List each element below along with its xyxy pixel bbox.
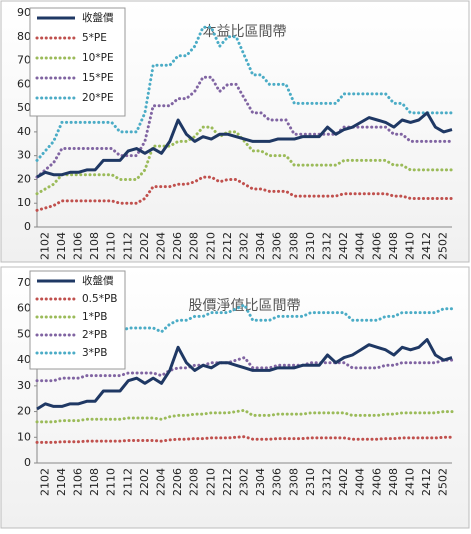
x-tick-label: 2202 bbox=[138, 232, 151, 260]
x-tick-label: 2308 bbox=[287, 232, 300, 260]
legend-label: 5*PE bbox=[82, 32, 107, 44]
x-tick-label: 2408 bbox=[387, 232, 400, 260]
y-tick-label: 80 bbox=[17, 30, 31, 43]
y-tick-label: 0 bbox=[24, 220, 31, 233]
x-tick-label: 2306 bbox=[271, 232, 284, 260]
y-tick-label: 60 bbox=[17, 77, 31, 90]
legend-label: 20*PE bbox=[82, 92, 114, 104]
x-tick-label: 2406 bbox=[370, 468, 383, 496]
x-tick-label: 2208 bbox=[188, 468, 201, 496]
x-tick-label: 2112 bbox=[121, 468, 134, 496]
x-tick-label: 2206 bbox=[171, 232, 184, 260]
y-tick-label: 50 bbox=[17, 101, 31, 114]
x-tick-label: 2102 bbox=[38, 232, 51, 260]
y-tick-label: 70 bbox=[17, 276, 31, 289]
chart-title: 本益比區間帶 bbox=[203, 24, 287, 40]
y-tick-label: 0 bbox=[24, 456, 31, 469]
x-tick-label: 2402 bbox=[337, 468, 350, 496]
x-tick-label: 2408 bbox=[387, 468, 400, 496]
x-tick-label: 2206 bbox=[171, 468, 184, 496]
x-tick-label: 2208 bbox=[188, 232, 201, 260]
x-tick-label: 2204 bbox=[155, 468, 168, 496]
x-tick-label: 2104 bbox=[55, 468, 68, 496]
y-tick-label: 90 bbox=[17, 6, 31, 19]
series-line bbox=[35, 435, 454, 444]
chart-title: 股價淨值比區間帶 bbox=[189, 297, 301, 314]
y-tick-label: 50 bbox=[17, 327, 31, 340]
x-tick-label: 2410 bbox=[404, 468, 417, 496]
x-tick-label: 2204 bbox=[155, 232, 168, 260]
x-tick-label: 2404 bbox=[354, 468, 367, 496]
series-line bbox=[36, 111, 453, 179]
legend-label: 收盤價 bbox=[82, 274, 114, 287]
legend-label: 0.5*PB bbox=[82, 293, 117, 305]
x-tick-label: 2312 bbox=[321, 232, 334, 260]
series-line bbox=[35, 125, 454, 196]
y-tick-label: 40 bbox=[17, 353, 31, 366]
x-tick-label: 2110 bbox=[105, 468, 118, 496]
series-line bbox=[35, 175, 454, 212]
x-tick-label: 2308 bbox=[287, 468, 300, 496]
series-line bbox=[35, 75, 454, 179]
y-tick-label: 10 bbox=[17, 430, 31, 443]
series-line bbox=[36, 338, 453, 411]
x-tick-label: 2302 bbox=[238, 232, 251, 260]
x-tick-label: 2106 bbox=[72, 232, 85, 260]
x-tick-label: 2304 bbox=[254, 232, 267, 260]
x-tick-label: 2108 bbox=[88, 232, 101, 260]
legend-label: 2*PB bbox=[82, 329, 107, 341]
x-tick-label: 2502 bbox=[437, 232, 450, 260]
y-tick-label: 20 bbox=[17, 405, 31, 418]
x-tick-label: 2412 bbox=[420, 468, 433, 496]
x-tick-label: 2406 bbox=[370, 232, 383, 260]
x-tick-label: 2112 bbox=[121, 232, 134, 260]
x-tick-label: 2502 bbox=[437, 468, 450, 496]
x-tick-label: 2410 bbox=[404, 232, 417, 260]
x-tick-label: 2106 bbox=[72, 468, 85, 496]
y-tick-label: 40 bbox=[17, 125, 31, 138]
y-tick-label: 20 bbox=[17, 172, 31, 185]
legend-label: 10*PE bbox=[82, 52, 114, 64]
x-tick-label: 2108 bbox=[88, 468, 101, 496]
y-tick-label: 10 bbox=[17, 196, 31, 209]
x-tick-label: 2212 bbox=[221, 468, 234, 496]
x-tick-label: 2210 bbox=[204, 232, 217, 260]
legend-label: 3*PB bbox=[82, 347, 107, 359]
series-line bbox=[35, 408, 454, 424]
y-tick-label: 70 bbox=[17, 54, 31, 67]
y-tick-label: 30 bbox=[17, 379, 31, 392]
x-tick-label: 2310 bbox=[304, 232, 317, 260]
x-tick-label: 2402 bbox=[337, 232, 350, 260]
x-tick-label: 2102 bbox=[38, 468, 51, 496]
x-tick-label: 2110 bbox=[105, 232, 118, 260]
x-tick-label: 2104 bbox=[55, 232, 68, 260]
x-tick-label: 2412 bbox=[420, 232, 433, 260]
series-line bbox=[35, 25, 454, 162]
x-tick-label: 2306 bbox=[271, 468, 284, 496]
y-tick-label: 30 bbox=[17, 149, 31, 162]
series-line bbox=[35, 355, 454, 383]
y-tick-label: 60 bbox=[17, 302, 31, 315]
x-tick-label: 2310 bbox=[304, 468, 317, 496]
x-tick-label: 2304 bbox=[254, 468, 267, 496]
x-tick-label: 2302 bbox=[238, 468, 251, 496]
x-tick-label: 2202 bbox=[138, 468, 151, 496]
legend-label: 收盤價 bbox=[82, 11, 114, 24]
legend-label: 1*PB bbox=[82, 311, 107, 323]
legend-label: 15*PE bbox=[82, 72, 114, 84]
x-tick-label: 2212 bbox=[221, 232, 234, 260]
x-tick-label: 2312 bbox=[321, 468, 334, 496]
x-tick-label: 2404 bbox=[354, 232, 367, 260]
x-tick-label: 2210 bbox=[204, 468, 217, 496]
